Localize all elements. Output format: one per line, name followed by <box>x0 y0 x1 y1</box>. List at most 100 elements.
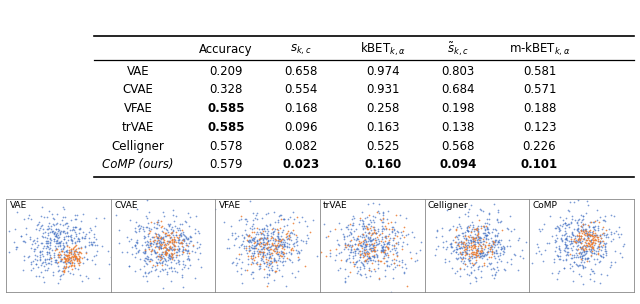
Point <box>158 253 168 258</box>
Point <box>55 240 65 245</box>
Point <box>380 247 390 252</box>
Point <box>463 233 474 238</box>
Point <box>36 262 46 267</box>
Point <box>470 247 481 252</box>
Point <box>586 233 596 238</box>
Point <box>32 236 42 240</box>
Point <box>175 240 186 245</box>
Point <box>157 286 168 291</box>
Point <box>575 263 585 268</box>
Point <box>459 247 469 252</box>
Point <box>263 264 273 269</box>
Point <box>273 231 284 236</box>
Point <box>446 245 456 250</box>
Point <box>152 254 162 258</box>
Point <box>67 261 77 265</box>
Point <box>157 250 168 254</box>
Point <box>445 241 456 246</box>
Point <box>362 251 372 256</box>
Point <box>469 255 479 260</box>
Point <box>255 261 266 266</box>
Point <box>160 233 170 238</box>
Point <box>164 251 174 256</box>
Point <box>177 241 187 246</box>
Point <box>470 250 481 255</box>
Point <box>170 229 180 234</box>
Point <box>40 257 51 262</box>
Point <box>257 242 268 247</box>
Point <box>164 253 174 258</box>
Point <box>156 255 166 260</box>
Point <box>84 229 94 234</box>
Point <box>582 236 593 240</box>
Point <box>156 236 166 240</box>
Point <box>159 213 169 218</box>
Point <box>353 250 364 255</box>
Point <box>73 257 83 261</box>
Point <box>470 250 481 255</box>
Point <box>74 267 84 271</box>
Point <box>552 235 562 240</box>
Point <box>582 238 593 243</box>
Point <box>472 241 483 246</box>
Point <box>143 271 153 276</box>
Point <box>348 214 358 219</box>
Point <box>143 231 154 236</box>
Point <box>563 250 573 254</box>
Point <box>350 242 360 247</box>
Point <box>74 246 84 250</box>
Point <box>266 235 276 240</box>
Point <box>360 243 371 248</box>
Point <box>86 258 97 263</box>
Point <box>566 220 576 225</box>
Point <box>462 244 472 249</box>
Point <box>452 247 462 251</box>
Point <box>340 275 351 280</box>
Point <box>367 261 377 266</box>
Point <box>350 262 360 267</box>
Point <box>68 247 78 252</box>
Point <box>354 249 364 254</box>
Point <box>61 221 72 226</box>
Point <box>475 250 485 255</box>
Point <box>248 235 259 240</box>
Point <box>356 246 367 250</box>
Point <box>356 243 366 248</box>
Point <box>465 229 476 233</box>
Point <box>566 234 576 239</box>
Point <box>359 240 369 245</box>
Point <box>577 229 588 234</box>
Point <box>456 250 467 254</box>
Point <box>257 256 268 261</box>
Point <box>344 239 355 244</box>
Point <box>381 243 391 248</box>
Point <box>478 250 488 255</box>
Point <box>191 240 202 244</box>
Point <box>401 265 411 270</box>
Point <box>378 250 388 254</box>
Point <box>358 221 368 226</box>
Point <box>143 257 154 262</box>
Point <box>131 246 141 251</box>
Point <box>270 258 280 263</box>
Point <box>580 227 590 232</box>
Point <box>574 236 584 241</box>
Point <box>388 260 399 265</box>
Point <box>557 239 567 244</box>
Point <box>259 228 269 233</box>
Point <box>467 219 477 224</box>
Point <box>472 213 483 218</box>
Point <box>49 255 59 260</box>
Point <box>392 229 403 234</box>
Point <box>376 226 387 231</box>
Point <box>228 260 239 265</box>
Point <box>355 216 365 221</box>
Point <box>266 263 276 268</box>
Point <box>459 245 469 250</box>
Point <box>566 220 576 225</box>
Point <box>248 270 258 275</box>
Point <box>576 233 586 238</box>
Point <box>386 262 396 267</box>
Point <box>19 239 29 244</box>
Point <box>573 230 584 234</box>
